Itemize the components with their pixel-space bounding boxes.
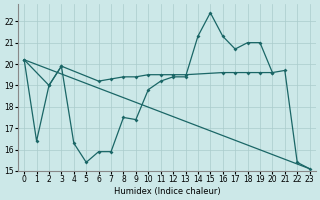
X-axis label: Humidex (Indice chaleur): Humidex (Indice chaleur) (114, 187, 220, 196)
